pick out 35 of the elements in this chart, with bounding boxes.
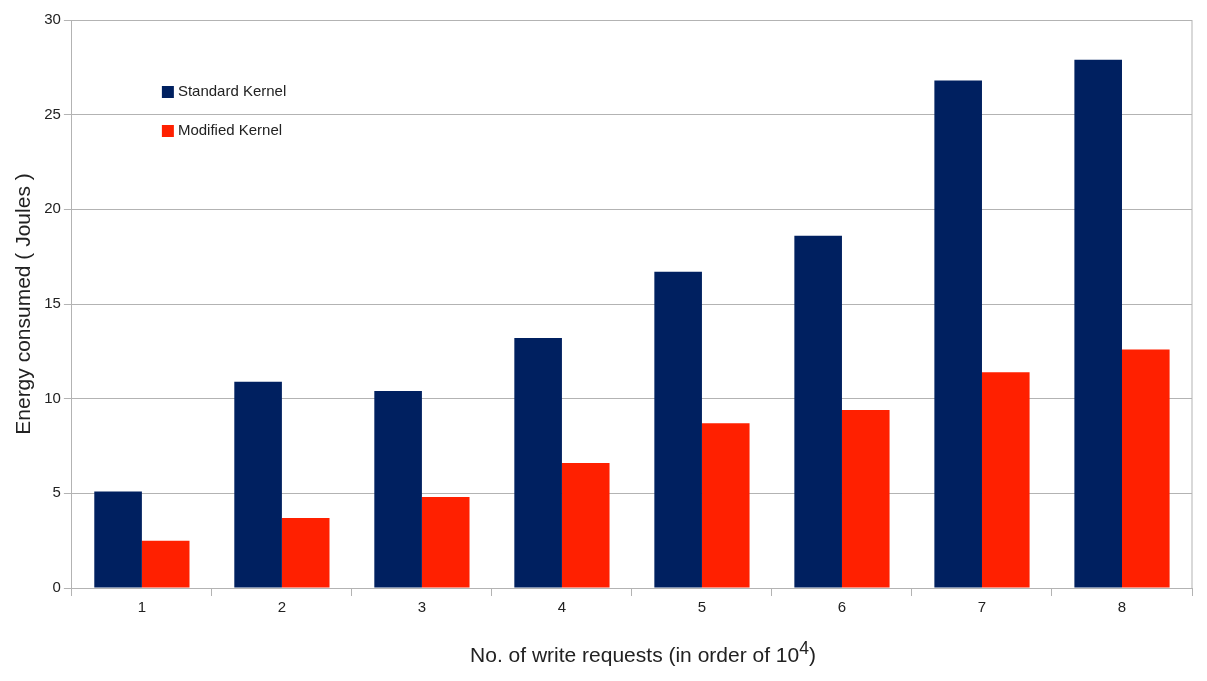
x-tick-label: 6 (837, 598, 847, 616)
legend-label: Modified Kernel (177, 121, 283, 139)
x-tick-label: 2 (277, 598, 287, 616)
y-tick-label: 0 (52, 578, 61, 596)
x-tick-label: 5 (697, 598, 707, 616)
x-tick-label: 8 (1117, 598, 1127, 616)
x-axis-title: No. of write requests (in order of 10$^{4}$) (469, 638, 817, 667)
bar (281, 517, 330, 588)
x-tick-label: 4 (557, 598, 567, 616)
y-axis-title: Energy consumed ( Joules ) (11, 173, 35, 435)
y-tick-label: 5 (52, 483, 61, 501)
y-tick-label: 30 (44, 10, 61, 28)
bar (841, 410, 890, 588)
bar (141, 540, 190, 588)
bar (654, 271, 702, 588)
bar (94, 491, 142, 588)
y-tick-label: 25 (44, 104, 61, 122)
bar (421, 497, 470, 588)
bar (1121, 349, 1170, 588)
bar (374, 391, 422, 588)
y-tick-label: 20 (44, 199, 61, 217)
x-tick-label: 7 (977, 598, 987, 616)
bar (1074, 59, 1122, 588)
bar (234, 381, 282, 588)
bar (561, 463, 610, 588)
bar (514, 338, 562, 588)
y-tick-label: 15 (44, 294, 61, 312)
bar (794, 235, 842, 588)
x-tick-label: 1 (137, 598, 147, 616)
x-tick-label: 3 (417, 598, 427, 616)
bar (701, 423, 750, 588)
y-tick-label: 10 (44, 388, 61, 406)
bar (981, 372, 1030, 588)
legend-label: Standard Kernel (177, 82, 287, 100)
bar (934, 80, 982, 588)
